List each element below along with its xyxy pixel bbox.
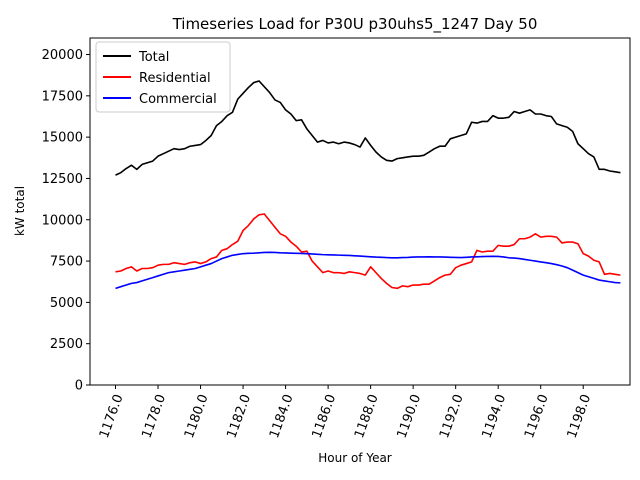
y-tick-label: 7500 (50, 255, 83, 270)
y-tick-label: 10000 (42, 213, 83, 228)
y-tick-label: 12500 (42, 172, 83, 187)
series-line-commercial (115, 251, 621, 290)
y-tick-label: 15000 (42, 131, 83, 146)
legend-label-residential: Residential (139, 71, 211, 86)
y-tick-label: 2500 (50, 337, 83, 352)
y-axis-ticks: 0 2500 5000 7500 10000 12500 15000 17500 20000 (42, 48, 90, 394)
y-tick-label: 5000 (50, 296, 83, 311)
series-line-residential (115, 213, 621, 290)
y-tick-label: 20000 (42, 48, 83, 63)
y-tick-label: 17500 (42, 89, 83, 104)
plot-frame (89, 37, 631, 386)
legend: Total Residential Commercial (95, 41, 231, 113)
legend-label-total: Total (138, 50, 169, 65)
legend-label-commercial: Commercial (139, 92, 217, 107)
series-line-total (115, 80, 621, 176)
series-lines (115, 80, 621, 290)
legend-box (95, 41, 231, 113)
y-tick-label: 0 (75, 379, 83, 394)
y-axis-label: kW total (13, 186, 27, 236)
chart-title: Timeseries Load for P30U p30uhs5_1247 Da… (172, 15, 538, 34)
x-axis-label: Hour of Year (318, 451, 392, 465)
